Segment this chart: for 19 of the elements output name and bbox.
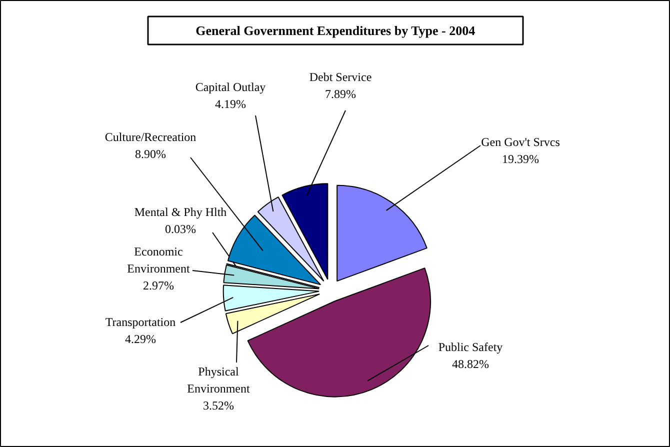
slice-label: Mental & Phy Hlth [134, 205, 227, 220]
slice-label: Debt Service [309, 70, 372, 84]
data-label: 19.39% [502, 152, 539, 166]
data-label: 3.52% [203, 398, 234, 412]
slice-label: Capital Outlay [195, 80, 266, 94]
data-label: 4.19% [215, 96, 246, 111]
slice-label: Economic Environment [127, 244, 190, 276]
slice-label: Culture/Recreation [104, 130, 196, 144]
chart-title: General Government Expenditures by Type - 2004 [196, 23, 476, 38]
slice-label: Gen Gov't Srvcs [481, 135, 560, 150]
data-label: 4.29% [125, 332, 156, 346]
data-label: 48.82% [452, 356, 489, 371]
data-label: 0.03% [165, 222, 196, 236]
data-label: 8.90% [135, 146, 166, 161]
data-label: 2.97% [143, 278, 174, 292]
slice-label: Transportation [105, 315, 176, 330]
slice-label: Public Safety [438, 340, 503, 354]
data-label: 7.89% [325, 86, 356, 101]
slice-label: Physical Environment [187, 364, 250, 396]
